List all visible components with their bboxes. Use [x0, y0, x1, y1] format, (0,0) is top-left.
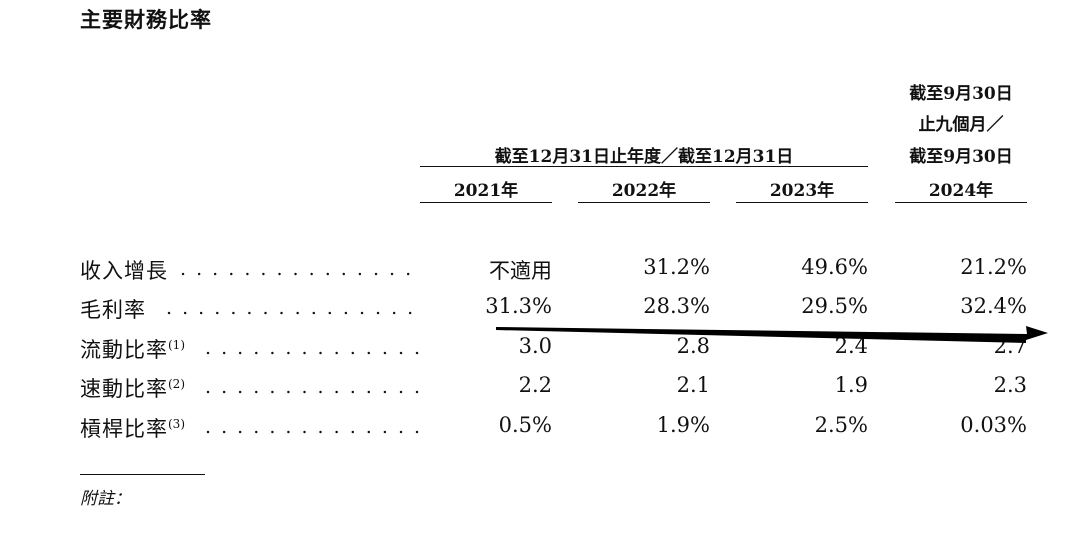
row-leader-dots: . . . . . . . . . . . . . . [205, 337, 423, 359]
year-rule-2024 [895, 202, 1027, 203]
row-label-text: 毛利率 [80, 298, 146, 322]
cell-revenue-growth-2022: 31.2% [643, 255, 710, 279]
period-group-rule [420, 166, 868, 167]
year-rule-2021 [420, 202, 552, 203]
row-leader-dots: . . . . . . . . . . . . . . [205, 416, 423, 438]
cell-leverage-ratio-2024: 0.03% [960, 413, 1027, 437]
period-group-header: 截至12月31日止年度／截至12月31日 [494, 147, 794, 167]
cell-gross-margin-2023: 29.5% [801, 294, 868, 318]
footnote-ref: (1) [168, 338, 185, 352]
row-label-text: 槓桿比率 [80, 417, 168, 441]
cell-quick-ratio-2024: 2.3 [993, 373, 1027, 397]
cell-quick-ratio-2023: 1.9 [834, 373, 868, 397]
footnote-ref: (2) [168, 377, 185, 391]
row-label-revenue-growth: 收入增長 [80, 255, 168, 285]
cell-leverage-ratio-2023: 2.5% [814, 413, 868, 437]
cell-quick-ratio-2022: 2.1 [676, 373, 710, 397]
row-label-quick-ratio: 速動比率(2) [80, 373, 185, 403]
cell-gross-margin-2024: 32.4% [960, 294, 1027, 318]
cell-quick-ratio-2021: 2.2 [518, 373, 552, 397]
year-header-2022: 2022年 [611, 181, 677, 201]
year-rule-2023 [736, 202, 868, 203]
cell-gross-margin-2021: 31.3% [485, 294, 552, 318]
cell-revenue-growth-2024: 21.2% [960, 255, 1027, 279]
row-label-text: 收入增長 [80, 259, 168, 283]
row-leader-dots: . . . . . . . . . . . . . . . [180, 258, 414, 280]
footnote-divider [80, 474, 205, 475]
year-header-2021: 2021年 [453, 181, 519, 201]
cell-gross-margin-2022: 28.3% [643, 294, 710, 318]
row-label-text: 流動比率 [80, 338, 168, 362]
year-rule-2022 [578, 202, 710, 203]
row-label-current-ratio: 流動比率(1) [80, 334, 185, 364]
interim-header-line-2: 止九個月／ [918, 115, 1004, 135]
cell-revenue-growth-2023: 49.6% [801, 255, 868, 279]
cell-leverage-ratio-2022: 1.9% [656, 413, 710, 437]
cell-current-ratio-2021: 3.0 [518, 334, 552, 358]
cell-current-ratio-2022: 2.8 [676, 334, 710, 358]
section-title: 主要財務比率 [80, 8, 212, 32]
row-label-text: 速動比率 [80, 377, 168, 401]
cell-leverage-ratio-2021: 0.5% [498, 413, 552, 437]
row-leader-dots: . . . . . . . . . . . . . . . . [166, 297, 416, 319]
row-leader-dots: . . . . . . . . . . . . . . [205, 376, 423, 398]
row-label-gross-margin: 毛利率 [80, 294, 146, 324]
annotation-arrow-shape [496, 326, 1048, 343]
interim-header-line-3: 截至9月30日 [909, 147, 1013, 167]
cell-revenue-growth-2021: 不適用 [489, 259, 552, 283]
year-header-2023: 2023年 [769, 181, 835, 201]
footnote-label: 附註： [80, 489, 131, 509]
row-label-leverage-ratio: 槓桿比率(3) [80, 413, 185, 443]
interim-header-line-1: 截至9月30日 [909, 84, 1013, 104]
year-header-2024: 2024年 [928, 181, 994, 201]
footnote-ref: (3) [168, 417, 185, 431]
